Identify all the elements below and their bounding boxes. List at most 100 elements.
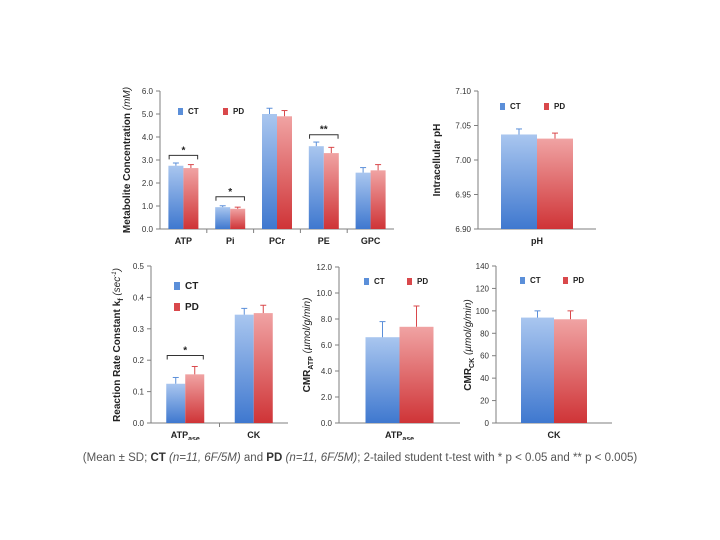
- x-tick-label-base: ATP: [171, 430, 188, 440]
- y-tick-label: 0.2: [133, 356, 145, 365]
- y-axis-title: Reaction Rate Constant kf (sec-1): [112, 268, 125, 422]
- legend-label-ct: CT: [188, 107, 199, 116]
- y-tick-label: 0.3: [133, 325, 145, 334]
- y-axis-title-sub: f: [118, 298, 125, 301]
- y-tick-label: 80: [480, 329, 489, 338]
- y-tick-label: 6.95: [455, 191, 471, 200]
- legend-label-pd: PD: [233, 107, 244, 116]
- y-axis-title-close: ): [112, 268, 123, 272]
- legend-label-ct: CT: [530, 276, 541, 285]
- y-tick-label: 4.0: [321, 367, 333, 376]
- y-axis-title: Intracellular pH: [432, 124, 443, 197]
- y-tick-label: 8.0: [321, 315, 333, 324]
- x-tick-label: pH: [531, 236, 543, 246]
- bar-pd-pe: [323, 153, 339, 229]
- significance-marker: **: [320, 125, 328, 136]
- y-tick-label: 0.0: [142, 225, 154, 234]
- significance-marker: *: [183, 345, 187, 356]
- y-tick-label: 0.0: [133, 419, 145, 428]
- legend-label-ct: CT: [374, 277, 385, 286]
- y-tick-label: 6.90: [455, 225, 471, 234]
- y-tick-label: 0.0: [321, 419, 333, 428]
- bar-pd-ck: [253, 313, 273, 423]
- x-tick-label: ATPase: [385, 430, 414, 440]
- bar-ct-atpase: [166, 383, 186, 423]
- bar-ct-pcr: [262, 114, 277, 229]
- x-tick-label: ATP: [175, 236, 192, 246]
- significance-bracket: [166, 354, 204, 360]
- y-axis-title: CMRCK (µmol/g/min): [463, 299, 476, 390]
- footnote-ct-detail: (n=11, 6F/5M): [169, 452, 241, 464]
- bar-ct-gpc: [355, 172, 371, 229]
- legend-swatch-pd: [223, 108, 228, 115]
- bar-ct-atpase: [365, 337, 400, 423]
- y-tick-label: 0.4: [133, 293, 145, 302]
- y-tick-label: 60: [480, 352, 489, 361]
- significance-marker: *: [181, 145, 185, 156]
- footnote-open: (Mean ± SD;: [82, 452, 151, 464]
- y-tick-label: 4.0: [142, 133, 154, 142]
- y-tick-label: 7.00: [455, 156, 471, 165]
- legend-swatch-pd: [544, 103, 549, 110]
- x-tick-label: GPC: [361, 236, 381, 246]
- legend-label-pd: PD: [573, 276, 584, 285]
- significance-bracket: [309, 134, 339, 139]
- bar-pd-ck: [554, 319, 587, 423]
- bar-pd-gpc: [370, 170, 386, 229]
- x-tick-label: PCr: [269, 236, 286, 246]
- y-tick-label: 10.0: [316, 289, 332, 298]
- bar-pd-ph: [537, 138, 573, 229]
- y-tick-label: 120: [476, 284, 490, 293]
- bar-ct-pe: [308, 146, 324, 229]
- x-tick-label-base: ATP: [385, 430, 402, 440]
- y-axis-title-unit: (µmol/g/min): [302, 298, 313, 354]
- chart-ph: 6.90 6.95 7.00 7.05 7.10 pH CT PD Intracellular …: [432, 87, 596, 246]
- legend-swatch-pd: [563, 277, 568, 284]
- y-tick-label: 2.0: [142, 179, 154, 188]
- y-tick-label: 2.0: [321, 393, 333, 402]
- legend-label-ct: CT: [510, 102, 521, 111]
- y-tick-label: 1.0: [142, 202, 154, 211]
- bar-pd-pcr: [277, 116, 292, 229]
- footnote-pd-label: PD: [266, 452, 283, 464]
- y-axis-title-sup: -1: [112, 271, 118, 276]
- bar-ct-atp: [168, 165, 184, 229]
- y-axis-title-main: Metabolite Concentration: [122, 113, 133, 233]
- y-axis-title-sub: ATP: [308, 356, 315, 370]
- bar-ct-ck: [521, 317, 554, 423]
- y-tick-label: 3.0: [142, 156, 154, 165]
- x-tick-label-sub: ase: [402, 436, 414, 440]
- y-tick-label: 6.0: [142, 87, 154, 96]
- legend-swatch-ct: [174, 282, 180, 290]
- y-axis-title-unit: (mM): [122, 87, 133, 110]
- legend-swatch-ct: [364, 278, 369, 285]
- y-tick-label: 6.0: [321, 341, 333, 350]
- y-axis-title: CMRATP (µmol/g/min): [302, 298, 315, 393]
- bar-ct-ph: [501, 134, 537, 229]
- legend-label-pd: PD: [185, 302, 199, 313]
- legend-label-ct: CT: [185, 281, 198, 292]
- significance-bracket: [168, 154, 199, 160]
- bar-ct-pi: [215, 207, 231, 229]
- bar-ct-ck: [234, 314, 254, 423]
- y-tick-label: 40: [480, 374, 489, 383]
- bar-pd-atpase: [399, 326, 434, 423]
- x-tick-label-sub: ase: [188, 436, 200, 440]
- legend-swatch-pd: [174, 303, 180, 311]
- y-axis-title-main: CMR: [302, 369, 313, 393]
- significance-bracket: [215, 196, 245, 201]
- footnote-rest: ; 2-tailed student t-test with * p < 0.0…: [357, 452, 638, 464]
- x-tick-label: ATPase: [171, 430, 200, 440]
- chart-kf: 0.0 0.1 0.2 0.3 0.4 0.5 ATPase CK * CT PD Reaction …: [112, 262, 288, 440]
- y-tick-label: 0.1: [133, 388, 145, 397]
- footnote: (Mean ± SD; CT (n=11, 6F/5M) and PD (n=1…: [0, 452, 720, 464]
- y-tick-label: 12.0: [316, 263, 332, 272]
- y-tick-label: 5.0: [142, 110, 154, 119]
- y-axis-title-main: Reaction Rate Constant k: [112, 300, 123, 422]
- footnote-pd-detail: (n=11, 6F/5M): [285, 452, 358, 464]
- y-axis-title-unit: (sec: [112, 277, 123, 296]
